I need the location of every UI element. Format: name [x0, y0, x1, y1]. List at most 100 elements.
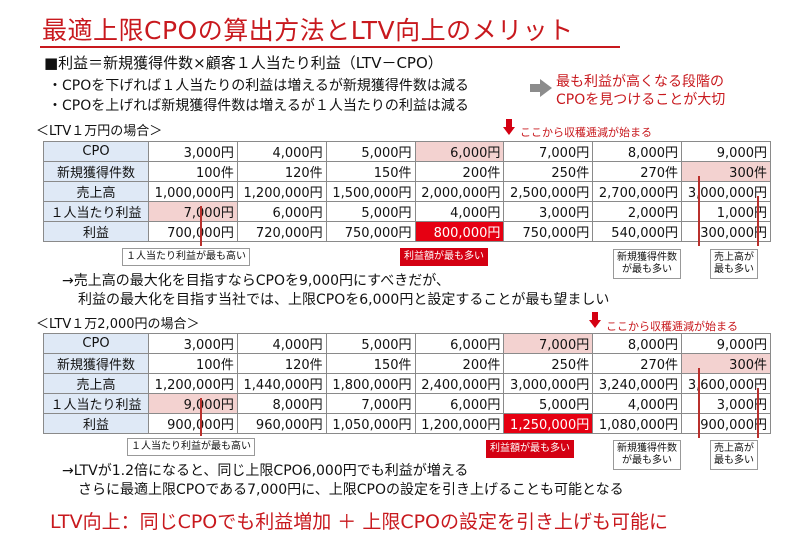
- row-header-sales: 売上高: [43, 373, 149, 394]
- table-cell: 270件: [592, 161, 683, 182]
- case1-note-acq-max: 新規獲得件数 が最も多い: [613, 249, 681, 279]
- note-line: 最も多い: [714, 455, 754, 466]
- table-row: 利益 900,000円 960,000円 1,050,000円 1,200,00…: [43, 413, 771, 434]
- row-header-acquisitions: 新規獲得件数: [43, 161, 149, 182]
- table-cell: 4,000円: [236, 141, 327, 162]
- conclusion1-line1: →売上高の最大化を目指すならCPOを9,000円にすべきだが、: [62, 273, 450, 289]
- table-row: 売上高 1,200,000円 1,440,000円 1,800,000円 2,4…: [43, 373, 771, 394]
- case2-note-profit-max: 利益額が最も多い: [486, 440, 574, 458]
- table-cell: 1,250,000円: [503, 413, 594, 434]
- row-header-per-person-profit: １人当たり利益: [43, 393, 149, 414]
- table-cell: 1,800,000円: [325, 373, 416, 394]
- marker-line: [757, 388, 759, 438]
- table-cell: 4,000円: [236, 333, 327, 354]
- table-cell: 120件: [236, 353, 327, 374]
- right-arrow-icon: [530, 79, 552, 97]
- formula-heading: ■利益＝新規獲得件数×顧客１人当たり利益（LTV－CPO）: [44, 54, 443, 72]
- table-cell: 750,000円: [325, 221, 416, 242]
- case2-harvest-note: ここから収穫逓減が始まる: [606, 320, 738, 333]
- table-cell: 2,700,000円: [592, 181, 683, 202]
- table-cell: 1,200,000円: [236, 181, 327, 202]
- table-cell: 100件: [148, 353, 238, 374]
- marker-line: [200, 398, 202, 436]
- table-cell: 2,500,000円: [503, 181, 594, 202]
- table-cell: 3,000円: [148, 141, 238, 162]
- table-cell: 4,000円: [414, 201, 505, 222]
- note-line: 最も多い: [714, 264, 754, 275]
- case1-note-per-person-max: １人当たり利益が最も高い: [122, 248, 250, 266]
- table-cell: 300,000円: [681, 221, 771, 242]
- table-cell: 9,000円: [681, 333, 771, 354]
- table-cell: 540,000円: [592, 221, 683, 242]
- table-cell: 3,000円: [681, 393, 771, 414]
- table-cell: 250件: [503, 353, 594, 374]
- case1-note-sales-max: 売上高が 最も多い: [710, 249, 758, 279]
- table-cell: 1,000,000円: [148, 181, 238, 202]
- table-cell: 2,400,000円: [414, 373, 505, 394]
- table-cell: 6,000円: [414, 333, 505, 354]
- table-cell: 150件: [325, 353, 416, 374]
- table-row: １人当たり利益 7,000円 6,000円 5,000円 4,000円 3,00…: [43, 201, 771, 222]
- table-row: 利益 700,000円 720,000円 750,000円 800,000円 7…: [43, 221, 771, 242]
- table-cell: 5,000円: [325, 141, 416, 162]
- table-cell: 9,000円: [681, 141, 771, 162]
- table-cell: 900,000円: [681, 413, 771, 434]
- conclusion1-line2: 利益の最大化を目指す当社では、上限CPOを6,000円と設定することが最も望まし…: [78, 292, 610, 308]
- table-cell: 4,000円: [592, 393, 683, 414]
- note-line: 売上高が: [714, 443, 754, 454]
- case2-label: ＜LTV１万2,000円の場合＞: [36, 317, 200, 332]
- case1-table: CPO 3,000円 4,000円 5,000円 6,000円 7,000円 8…: [43, 141, 771, 242]
- marker-line: [698, 176, 700, 246]
- down-arrow-icon: [503, 119, 515, 135]
- table-cell: 700,000円: [148, 221, 238, 242]
- note-line: 新規獲得件数: [617, 443, 677, 454]
- conclusion2-line2: さらに最適上限CPOである7,000円に、上限CPOの設定を引き上げることも可能…: [78, 482, 624, 498]
- table-cell: 1,080,000円: [592, 413, 683, 434]
- table-cell: 5,000円: [325, 201, 416, 222]
- marker-line: [757, 196, 759, 246]
- case2-note-sales-max: 売上高が 最も多い: [710, 440, 758, 470]
- table-cell: 3,000円: [503, 201, 594, 222]
- note-line: 売上高が: [714, 252, 754, 263]
- table-cell: 960,000円: [236, 413, 327, 434]
- case1-label: ＜LTV１万円の場合＞: [36, 124, 163, 139]
- bullet-lower-cpo: ・CPOを下げれば１人当たりの利益は増えるが新規獲得件数は減る: [48, 78, 469, 94]
- table-cell: 3,000円: [148, 333, 238, 354]
- table-cell: 1,200,000円: [148, 373, 238, 394]
- row-header-acquisitions: 新規獲得件数: [43, 353, 149, 374]
- case2-note-per-person-max: １人当たり利益が最も高い: [127, 438, 255, 456]
- table-cell: 150件: [325, 161, 416, 182]
- table-cell: 200件: [414, 161, 505, 182]
- table-cell: 300件: [681, 161, 771, 182]
- table-cell: 5,000円: [325, 333, 416, 354]
- table-cell: 8,000円: [592, 141, 683, 162]
- marker-line: [698, 368, 700, 438]
- bottom-summary: LTV向上：同じCPOでも利益増加 ＋ 上限CPOの設定を引き上げも可能に: [50, 511, 669, 533]
- table-row: 売上高 1,000,000円 1,200,000円 1,500,000円 2,0…: [43, 181, 771, 202]
- table-cell: 7,000円: [503, 333, 594, 354]
- table-cell: 250件: [503, 161, 594, 182]
- table-cell: 2,000,000円: [414, 181, 505, 202]
- table-cell: 6,000円: [236, 201, 327, 222]
- case1-harvest-note: ここから収穫逓減が始まる: [520, 126, 652, 139]
- table-cell: 200件: [414, 353, 505, 374]
- table-cell: 1,440,000円: [236, 373, 327, 394]
- table-cell: 3,000,000円: [503, 373, 594, 394]
- table-cell: 7,000円: [503, 141, 594, 162]
- row-header-sales: 売上高: [43, 181, 149, 202]
- bullet-raise-cpo: ・CPOを上げれば新規獲得件数は増えるが１人当たりの利益は減る: [48, 98, 469, 114]
- table-cell: 8,000円: [236, 393, 327, 414]
- table-row: CPO 3,000円 4,000円 5,000円 6,000円 7,000円 8…: [43, 333, 771, 354]
- row-header-per-person-profit: １人当たり利益: [43, 201, 149, 222]
- callout-text: 最も利益が高くなる段階の CPOを見つけることが大切: [556, 73, 725, 109]
- callout-line-2: CPOを見つけることが大切: [556, 92, 726, 108]
- table-cell: 9,000円: [148, 393, 238, 414]
- table-cell: 120件: [236, 161, 327, 182]
- slide-title: 最適上限CPOの算出方法とLTV向上のメリット: [42, 16, 574, 45]
- table-cell: 3,240,000円: [592, 373, 683, 394]
- table-cell: 720,000円: [236, 221, 327, 242]
- down-arrow-icon: [589, 312, 601, 328]
- note-line: が最も多い: [622, 264, 672, 275]
- table-cell: 750,000円: [503, 221, 594, 242]
- case2-table: CPO 3,000円 4,000円 5,000円 6,000円 7,000円 8…: [43, 333, 771, 434]
